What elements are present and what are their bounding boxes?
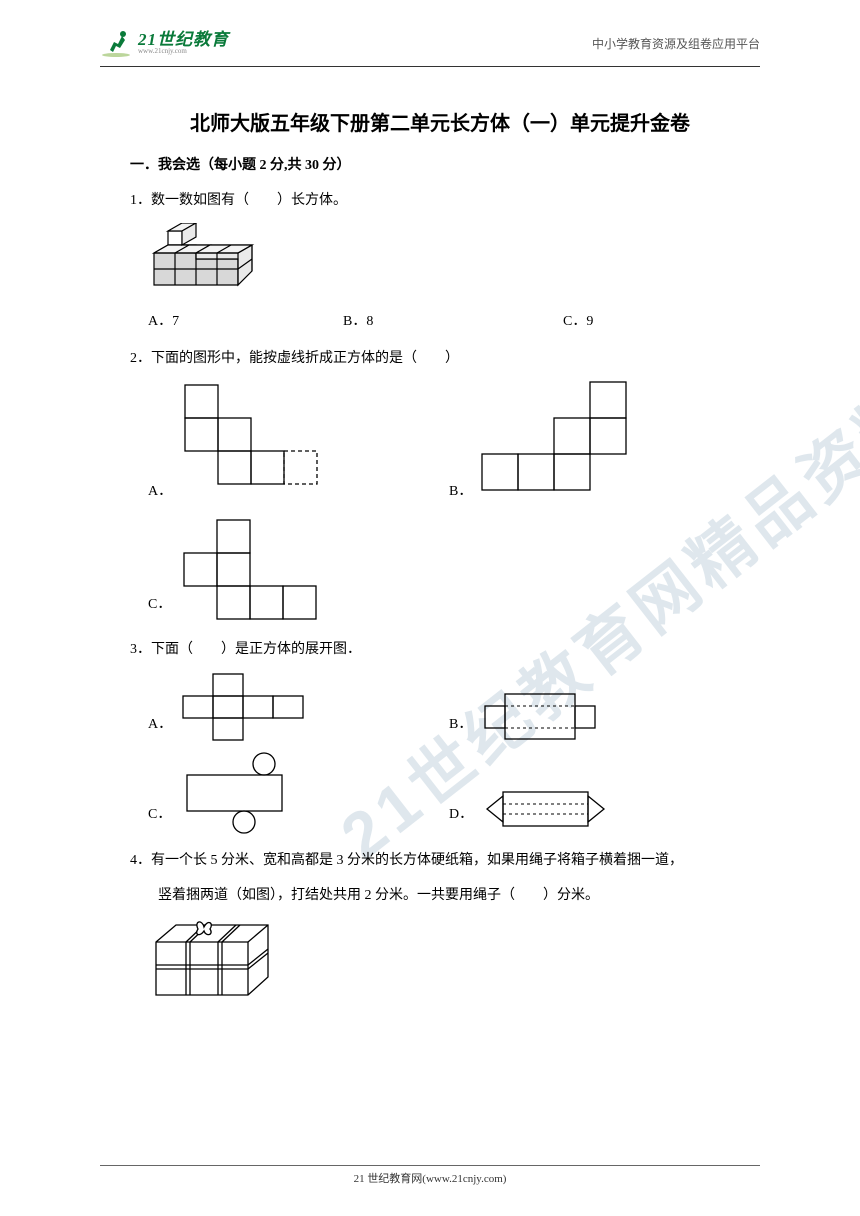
q2-option-c-label: C．	[148, 592, 171, 624]
q3-option-c-label: C．	[148, 802, 171, 834]
logo: 21世纪教育 www.21cnjy.com	[100, 28, 229, 58]
logo-running-man-icon	[100, 28, 132, 58]
q3-option-a-label: A．	[148, 712, 172, 744]
logo-main-text: 21世纪教育	[138, 31, 229, 48]
page-footer: 21 世纪教育网(www.21cnjy.com)	[0, 1165, 860, 1186]
question-4-line1: 4．有一个长 5 分米、宽和高都是 3 分米的长方体硬纸箱，如果用绳子将箱子横着…	[130, 848, 750, 875]
question-1: 1．数一数如图有（ ）长方体。	[130, 188, 750, 336]
section-1-header: 一．我会选（每小题 2 分,共 30 分）	[130, 154, 750, 174]
document-body: 北师大版五年级下册第二单元长方体（一）单元提升金卷 一．我会选（每小题 2 分,…	[0, 67, 860, 1013]
question-2: 2．下面的图形中，能按虚线折成正方体的是（ ） A．	[130, 346, 750, 632]
footer-text: 21 世纪教育网(www.21cnjy.com)	[0, 1170, 860, 1186]
q2-net-c	[179, 518, 324, 623]
q3-option-b-label: B．	[449, 712, 472, 744]
q2-option-b-label: B．	[449, 479, 472, 511]
q2-option-a-label: A．	[148, 479, 172, 511]
question-1-text: 1．数一数如图有（ ）长方体。	[130, 188, 750, 215]
exam-title: 北师大版五年级下册第二单元长方体（一）单元提升金卷	[130, 107, 750, 136]
q3-cylinder-net	[179, 752, 304, 834]
header-platform-text: 中小学教育资源及组卷应用平台	[592, 35, 760, 52]
q3-option-d-label: D．	[449, 802, 473, 834]
q3-net-d	[481, 784, 611, 834]
page-header: 21世纪教育 www.21cnjy.com 中小学教育资源及组卷应用平台	[100, 0, 760, 67]
footer-divider	[100, 1165, 760, 1166]
q1-option-c: C．9	[563, 309, 593, 336]
q3-net-b	[480, 689, 600, 744]
q1-option-a: A．7	[148, 309, 343, 336]
question-4-line2: 竖着捆两道（如图），打结处共用 2 分米。一共要用绳子（ ）分米。	[130, 883, 750, 910]
question-3: 3．下面（ ）是正方体的展开图． A．	[130, 637, 750, 842]
q3-net-a	[180, 672, 315, 744]
q2-net-b	[480, 380, 635, 510]
logo-url-text: www.21cnjy.com	[138, 48, 229, 55]
q1-cubes-figure	[148, 223, 268, 289]
question-3-text: 3．下面（ ）是正方体的展开图．	[130, 637, 750, 664]
question-2-text: 2．下面的图形中，能按虚线折成正方体的是（ ）	[130, 346, 750, 373]
q2-net-a	[180, 380, 320, 510]
q1-option-b: B．8	[343, 309, 563, 336]
question-4: 4．有一个长 5 分米、宽和高都是 3 分米的长方体硬纸箱，如果用绳子将箱子横着…	[130, 848, 750, 1013]
q4-tied-box-figure	[148, 917, 278, 1002]
